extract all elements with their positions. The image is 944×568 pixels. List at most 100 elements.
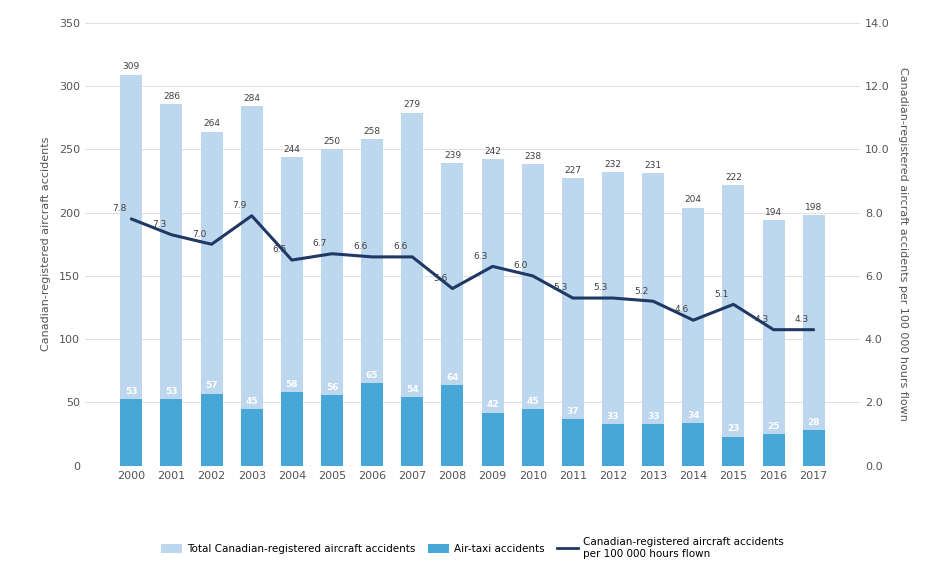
Canadian-registered aircraft accidents
per 100 000 hours flown (206, 241, 217, 248)
Canadian-registered aircraft accidents
per 100 000 hours flown (807, 326, 818, 333)
Bar (441, 163, 463, 466)
Text: 284: 284 (243, 94, 260, 103)
Bar (401, 112, 423, 466)
Bar (280, 392, 303, 466)
Text: 58: 58 (285, 380, 297, 389)
Text: 250: 250 (323, 137, 340, 146)
Text: 232: 232 (604, 160, 621, 169)
Bar (682, 207, 703, 466)
Y-axis label: Canadian-registered aircraft accidents per 100 000 hours flown: Canadian-registered aircraft accidents p… (897, 67, 907, 421)
Bar (682, 423, 703, 466)
Text: 227: 227 (564, 166, 581, 176)
Text: 238: 238 (524, 152, 541, 161)
Text: 222: 222 (724, 173, 741, 182)
Bar (801, 431, 824, 466)
Text: 6.6: 6.6 (393, 242, 407, 251)
Text: 4.6: 4.6 (673, 306, 687, 315)
Text: 7.3: 7.3 (152, 220, 166, 229)
Canadian-registered aircraft accidents
per 100 000 hours flown (447, 285, 458, 292)
Bar (280, 157, 303, 466)
Canadian-registered aircraft accidents
per 100 000 hours flown (165, 231, 177, 238)
Bar (200, 394, 223, 466)
Bar (641, 173, 664, 466)
Canadian-registered aircraft accidents
per 100 000 hours flown (286, 257, 297, 264)
Canadian-registered aircraft accidents
per 100 000 hours flown (607, 295, 618, 302)
Text: 65: 65 (365, 371, 378, 381)
Text: 198: 198 (804, 203, 821, 212)
Text: 7.9: 7.9 (232, 201, 246, 210)
Canadian-registered aircraft accidents
per 100 000 hours flown (687, 317, 699, 324)
Text: 258: 258 (363, 127, 380, 136)
Text: 5.3: 5.3 (553, 283, 567, 293)
Canadian-registered aircraft accidents
per 100 000 hours flown (486, 263, 497, 270)
Text: 279: 279 (403, 101, 420, 110)
Text: 309: 309 (123, 62, 140, 72)
Text: 242: 242 (483, 147, 500, 156)
Text: 6.5: 6.5 (273, 245, 287, 254)
Bar (601, 172, 623, 466)
Text: 23: 23 (726, 424, 739, 433)
Text: 7.0: 7.0 (193, 229, 207, 239)
Canadian-registered aircraft accidents
per 100 000 hours flown (647, 298, 658, 304)
Text: 42: 42 (486, 400, 498, 410)
Canadian-registered aircraft accidents
per 100 000 hours flown (406, 253, 417, 260)
Bar (321, 395, 343, 466)
Bar (241, 106, 262, 466)
Text: 28: 28 (806, 418, 819, 427)
Line: Canadian-registered aircraft accidents
per 100 000 hours flown: Canadian-registered aircraft accidents p… (131, 216, 813, 329)
Bar (562, 178, 583, 466)
Text: 239: 239 (444, 151, 461, 160)
Text: 5.1: 5.1 (714, 290, 728, 299)
Text: 33: 33 (606, 412, 618, 421)
Text: 5.2: 5.2 (633, 286, 648, 295)
Canadian-registered aircraft accidents
per 100 000 hours flown (326, 250, 337, 257)
Text: 4.3: 4.3 (794, 315, 808, 324)
Text: 5.3: 5.3 (593, 283, 608, 293)
Text: 54: 54 (406, 385, 418, 394)
Text: 37: 37 (566, 407, 579, 416)
Bar (641, 424, 664, 466)
Bar (521, 409, 543, 466)
Bar (160, 399, 182, 466)
Bar (721, 185, 744, 466)
Bar (361, 139, 382, 466)
Text: 5.6: 5.6 (432, 274, 447, 283)
Text: 25: 25 (767, 422, 779, 431)
Text: 4.3: 4.3 (753, 315, 767, 324)
Canadian-registered aircraft accidents
per 100 000 hours flown (527, 273, 538, 279)
Bar (200, 132, 223, 466)
Text: 244: 244 (283, 145, 300, 154)
Bar (160, 104, 182, 466)
Bar (481, 412, 503, 466)
Text: 45: 45 (526, 396, 538, 406)
Bar (601, 424, 623, 466)
Text: 56: 56 (326, 383, 338, 392)
Text: 57: 57 (205, 382, 218, 390)
Bar (120, 399, 143, 466)
Text: 6.7: 6.7 (312, 239, 327, 248)
Text: 204: 204 (684, 195, 701, 204)
Text: 45: 45 (245, 396, 258, 406)
Bar (441, 385, 463, 466)
Text: 231: 231 (644, 161, 661, 170)
Text: 33: 33 (647, 412, 659, 421)
Text: 6.0: 6.0 (513, 261, 528, 270)
Text: 286: 286 (162, 91, 179, 101)
Legend: Total Canadian-registered aircraft accidents, Air-taxi accidents, Canadian-regis: Total Canadian-registered aircraft accid… (157, 533, 787, 563)
Bar (562, 419, 583, 466)
Text: 53: 53 (165, 386, 177, 395)
Bar (321, 149, 343, 466)
Bar (762, 220, 784, 466)
Text: 7.8: 7.8 (112, 204, 126, 213)
Canadian-registered aircraft accidents
per 100 000 hours flown (126, 215, 137, 222)
Y-axis label: Canadian-registered aircraft accidents: Canadian-registered aircraft accidents (41, 137, 51, 352)
Canadian-registered aircraft accidents
per 100 000 hours flown (245, 212, 257, 219)
Canadian-registered aircraft accidents
per 100 000 hours flown (366, 253, 378, 260)
Text: 6.3: 6.3 (473, 252, 487, 261)
Bar (521, 165, 543, 466)
Bar (801, 215, 824, 466)
Text: 264: 264 (203, 119, 220, 128)
Bar (361, 383, 382, 466)
Bar (721, 437, 744, 466)
Bar (762, 434, 784, 466)
